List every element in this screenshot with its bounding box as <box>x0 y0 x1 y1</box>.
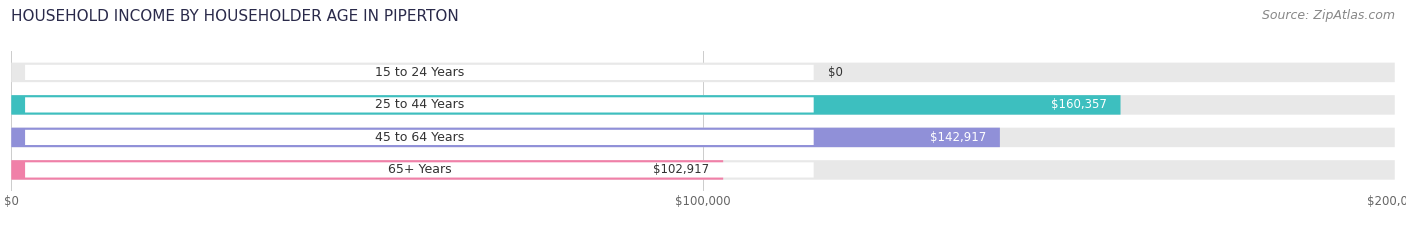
FancyBboxPatch shape <box>25 130 814 145</box>
Text: $102,917: $102,917 <box>654 163 710 176</box>
Text: $0: $0 <box>828 66 842 79</box>
Text: HOUSEHOLD INCOME BY HOUSEHOLDER AGE IN PIPERTON: HOUSEHOLD INCOME BY HOUSEHOLDER AGE IN P… <box>11 9 458 24</box>
FancyBboxPatch shape <box>11 160 723 180</box>
FancyBboxPatch shape <box>25 65 814 80</box>
FancyBboxPatch shape <box>11 128 1395 147</box>
Text: 45 to 64 Years: 45 to 64 Years <box>375 131 464 144</box>
Text: $160,357: $160,357 <box>1050 98 1107 111</box>
Text: 65+ Years: 65+ Years <box>388 163 451 176</box>
FancyBboxPatch shape <box>25 97 814 113</box>
FancyBboxPatch shape <box>11 95 1121 115</box>
Text: $142,917: $142,917 <box>929 131 986 144</box>
Text: Source: ZipAtlas.com: Source: ZipAtlas.com <box>1261 9 1395 22</box>
FancyBboxPatch shape <box>25 162 814 178</box>
FancyBboxPatch shape <box>11 95 1395 115</box>
FancyBboxPatch shape <box>11 128 1000 147</box>
Text: 25 to 44 Years: 25 to 44 Years <box>375 98 464 111</box>
FancyBboxPatch shape <box>11 63 1395 82</box>
FancyBboxPatch shape <box>11 160 1395 180</box>
Text: 15 to 24 Years: 15 to 24 Years <box>375 66 464 79</box>
